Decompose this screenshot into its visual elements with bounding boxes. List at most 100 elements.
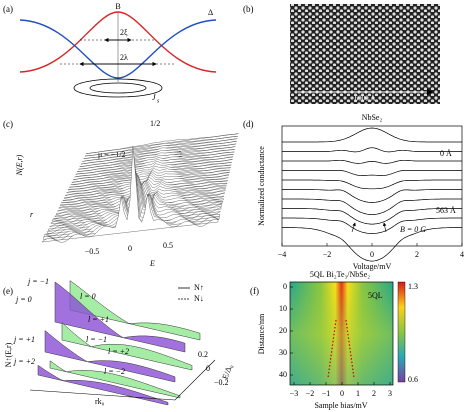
- x-label: Voltage/mV: [353, 262, 392, 271]
- y-tick-label: 10: [279, 304, 287, 313]
- surface-row: [69, 167, 231, 188]
- e-tick-label: 0: [206, 364, 210, 373]
- x-tick-label: −4: [278, 250, 287, 259]
- surface-row: [86, 133, 239, 154]
- colorbar-label: 0.6: [408, 375, 418, 384]
- title: 5QL Bi₂Te₃/NbSe₂: [310, 270, 370, 279]
- arrow: [351, 222, 356, 233]
- j-label: j = +1: [13, 335, 35, 344]
- y-label: Normalized conductance: [257, 146, 266, 226]
- conductance-curve: [282, 227, 462, 262]
- panel-label: (e): [3, 286, 13, 296]
- peak-trace: [327, 319, 355, 379]
- panel-label: (c): [3, 119, 13, 129]
- colorbar-label: 1.3: [408, 282, 418, 291]
- label-j: J: [152, 93, 156, 102]
- surface-row: [71, 161, 232, 183]
- current-loop: [89, 82, 147, 94]
- annotation: 563 Å: [436, 206, 456, 215]
- e-tick-label: 0.2: [198, 350, 208, 359]
- plot-frame: [289, 281, 394, 386]
- e-tick-label: −0.5: [85, 247, 100, 256]
- label-b: B: [115, 2, 120, 11]
- conductance-curve: [282, 179, 462, 190]
- surface-row: [75, 154, 234, 175]
- x-tick-label: −2: [306, 389, 315, 398]
- x-tick-label: 2: [372, 389, 376, 398]
- legend-label: N↓: [194, 294, 204, 303]
- y-label: N↑(E,r): [4, 342, 13, 367]
- x-label: rk₀: [95, 397, 105, 406]
- x-tick-label: 3: [388, 389, 392, 398]
- colorbar: [397, 281, 406, 383]
- field-curve: [19, 11, 217, 73]
- y-tick-label: 0: [283, 282, 287, 291]
- x-tick-label: 1: [356, 389, 360, 398]
- x-tick-label: 0: [370, 250, 374, 259]
- e-tick-label: 0.5: [163, 241, 173, 250]
- annotation: 0 Å: [440, 149, 452, 158]
- l-label: l = +2: [108, 347, 129, 356]
- conductance-curve: [282, 127, 462, 143]
- conductance-curve: [282, 208, 462, 225]
- panel-label: (f): [250, 286, 259, 296]
- conductance-curve: [282, 217, 462, 234]
- conductance-curve: [282, 170, 462, 176]
- annotation: 3/2: [172, 150, 182, 159]
- plot-frame: [281, 125, 463, 247]
- panel-e: (e) N↑(E,r) rk₀ E/Δ₀ j = −1j = 0j = +1j …: [3, 277, 234, 406]
- panel-label: (d): [243, 119, 254, 129]
- ldos-sheet: [44, 329, 176, 383]
- panel-f: (f) 5QL Bi₂Te₃/NbSe₂ 5QL 1.3 0.6 Distanc…: [250, 270, 418, 410]
- e-tick-label: 0: [128, 244, 132, 253]
- r-label: r: [30, 210, 34, 219]
- l-label: l = −1: [86, 335, 107, 344]
- y-label: Distance/nm: [257, 313, 266, 354]
- title: NbSe₂: [362, 113, 383, 122]
- arrow: [382, 222, 387, 233]
- conductance-curve: [282, 147, 462, 153]
- surface-row: [44, 164, 220, 239]
- panel-d: (d) NbSe₂ Normalized conductance Voltage…: [243, 113, 464, 271]
- conductance-curve: [282, 159, 462, 164]
- y-tick-label: 20: [279, 326, 287, 335]
- label-lambda: 2λ: [120, 53, 128, 62]
- label-j-sub: s: [157, 98, 160, 104]
- annotation: 1/2: [150, 119, 160, 128]
- l-label: l = 0: [80, 292, 96, 301]
- ldos-sheet: [69, 280, 201, 341]
- surface-row: [79, 146, 236, 167]
- x-tick-label: −2: [323, 250, 332, 259]
- l-label: l = −2: [104, 367, 125, 376]
- panel-c: (c) N(E,r) r E μ = −1/2 1/2 3/2 −0.5 0 0.5: [3, 119, 239, 268]
- panel-label: (b): [243, 4, 254, 14]
- x-label: Sample bias/mV: [314, 401, 367, 410]
- j-label: j = −1: [27, 277, 49, 286]
- x-tick-label: −1: [322, 389, 331, 398]
- surface-row: [41, 146, 219, 243]
- annotation: B = 0 G: [400, 225, 426, 234]
- e-label: E: [149, 259, 155, 268]
- ldos-sheet: [37, 364, 169, 406]
- e-tick-label: −0.2: [214, 378, 229, 387]
- conductance-curve: [282, 198, 462, 215]
- vortex-image: [290, 4, 440, 104]
- ldos-sheet: [54, 281, 186, 353]
- conductance-curve: [282, 189, 462, 203]
- ldos-sheet: [61, 322, 193, 371]
- panel-label: (a): [3, 4, 13, 14]
- j-label: j = +2: [13, 357, 35, 366]
- x-tick-label: −3: [290, 389, 299, 398]
- x-tick-label: 4: [460, 250, 464, 259]
- x-tick-label: 0: [340, 389, 344, 398]
- panel-b: (b) 6000 Å: [243, 4, 440, 104]
- y-tick-label: 40: [279, 370, 287, 379]
- panel-a: (a) B Δ 2ξ 2λ J s: [3, 2, 217, 104]
- gap-curve: [19, 19, 217, 79]
- label-xi: 2ξ: [120, 28, 128, 37]
- axis: [29, 359, 216, 401]
- heatmap-shade: [290, 282, 393, 385]
- x-tick-label: 2: [415, 250, 419, 259]
- current-loop: [73, 78, 163, 98]
